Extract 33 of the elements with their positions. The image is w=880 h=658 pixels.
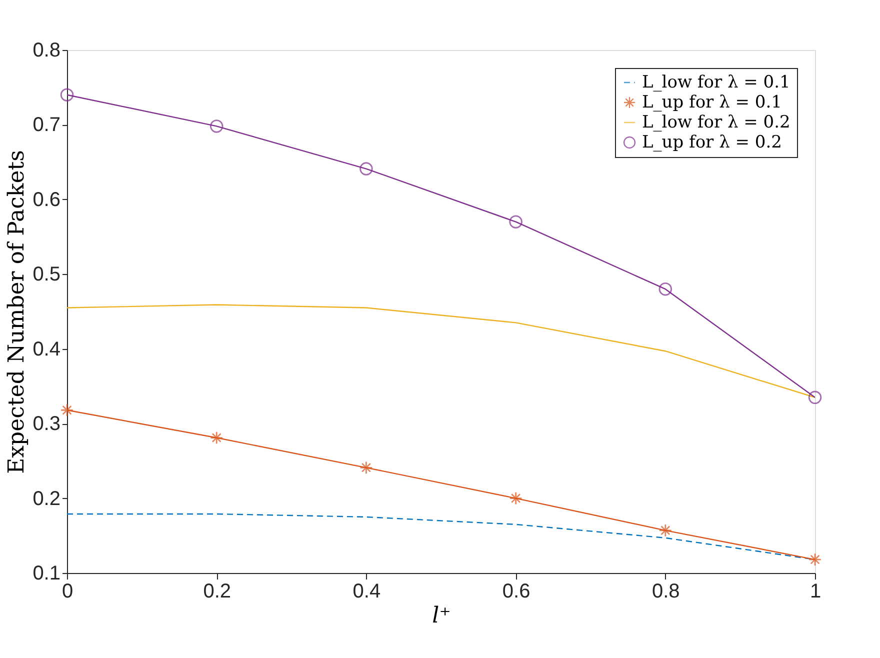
legend-label: L_up for λ = 0.2 [642, 132, 782, 152]
y-tick-label: 0.3 [32, 413, 60, 436]
legend-label: L_low for λ = 0.1 [642, 72, 790, 92]
y-tick-label: 0.7 [32, 114, 60, 136]
x-tick-label: 1 [810, 580, 822, 602]
y-tick-label: 0.4 [32, 338, 60, 360]
point [658, 524, 672, 538]
y-tick-label: 0.2 [32, 488, 60, 510]
point [509, 492, 522, 505]
x-axis-title: l⁺ [432, 604, 451, 628]
point [509, 215, 522, 228]
x-tick-label: 0.2 [203, 580, 232, 602]
x-tick-label: 0.4 [352, 580, 381, 602]
line-series [67, 304, 815, 398]
y-tick-label: 0.6 [32, 188, 60, 211]
point [60, 88, 74, 102]
legend-label: L_low for λ = 0.2 [642, 112, 790, 132]
point [360, 461, 373, 474]
point [658, 282, 672, 296]
point [210, 431, 224, 444]
y-axis-title: Expected Number of Packets [4, 150, 30, 474]
x-tick-label: 0 [62, 580, 74, 602]
point [60, 404, 74, 417]
point [210, 120, 224, 133]
point [360, 162, 373, 176]
point [808, 552, 822, 566]
y-tick-label: 0.5 [32, 264, 60, 286]
x-tick-label: 0.6 [502, 580, 530, 602]
legend-label: L_up for λ = 0.1 [642, 92, 782, 112]
y-tick-label: 0.8 [32, 40, 60, 62]
y-tick-label: 0.1 [32, 562, 60, 584]
point [808, 390, 822, 404]
x-tick-label: 0.8 [652, 580, 680, 602]
